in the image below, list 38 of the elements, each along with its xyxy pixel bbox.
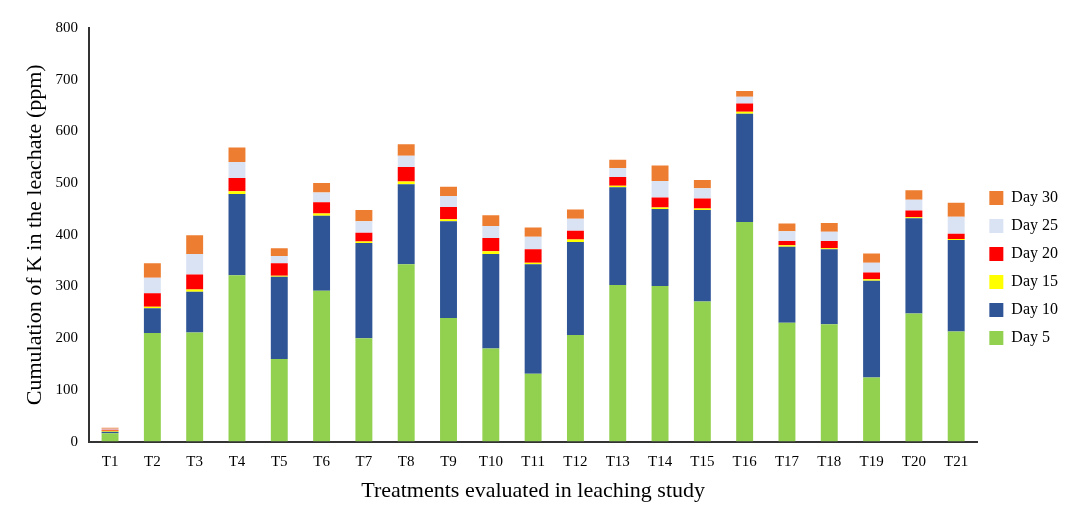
x-tick-label: T9	[440, 452, 457, 469]
x-tick-label: T3	[186, 452, 203, 469]
x-tick-label: T11	[521, 452, 545, 469]
x-tick-label: T16	[732, 452, 758, 469]
y-tick-label: 500	[55, 174, 78, 191]
x-tick-label: T10	[478, 452, 503, 469]
x-tick-label: T15	[690, 452, 715, 469]
y-tick-label: 300	[55, 277, 78, 294]
legend-label: Day 5	[1011, 328, 1050, 347]
legend-label: Day 15	[1011, 272, 1058, 291]
x-tick-label: T17	[774, 452, 800, 469]
x-tick-label: T12	[563, 452, 588, 469]
legend-label: Day 20	[1011, 244, 1058, 263]
y-axis-title: Cumulation of K in the leachate (ppm)	[20, 64, 46, 406]
x-tick-label: T8	[397, 452, 415, 469]
y-tick-label: 200	[55, 329, 78, 346]
x-tick-label: T1	[101, 452, 119, 469]
x-tick-label: T5	[270, 452, 288, 469]
x-tick-label: T14	[647, 452, 673, 469]
x-tick-label: T13	[605, 452, 630, 469]
x-tick-label: T19	[859, 452, 884, 469]
legend-label: Day 10	[1011, 300, 1058, 319]
x-tick-label: T21	[944, 452, 969, 469]
x-tick-label: T6	[313, 452, 331, 469]
x-tick-label: T20	[901, 452, 926, 469]
y-tick-label: 400	[55, 225, 78, 242]
legend-label: Day 30	[1011, 188, 1058, 207]
y-tick-label: 600	[55, 122, 78, 139]
x-tick-label: T18	[817, 452, 842, 469]
x-tick-label: T4	[228, 452, 246, 469]
legend-label: Day 25	[1011, 216, 1058, 235]
y-tick-label: 700	[55, 70, 78, 87]
x-tick-label: T7	[355, 452, 373, 469]
x-tick-label: T2	[144, 452, 161, 469]
y-tick-label: 0	[70, 432, 78, 449]
y-tick-label: 100	[55, 380, 78, 397]
x-axis-title: Treatments evaluated in leaching study	[361, 476, 706, 502]
y-tick-label: 800	[55, 18, 78, 35]
